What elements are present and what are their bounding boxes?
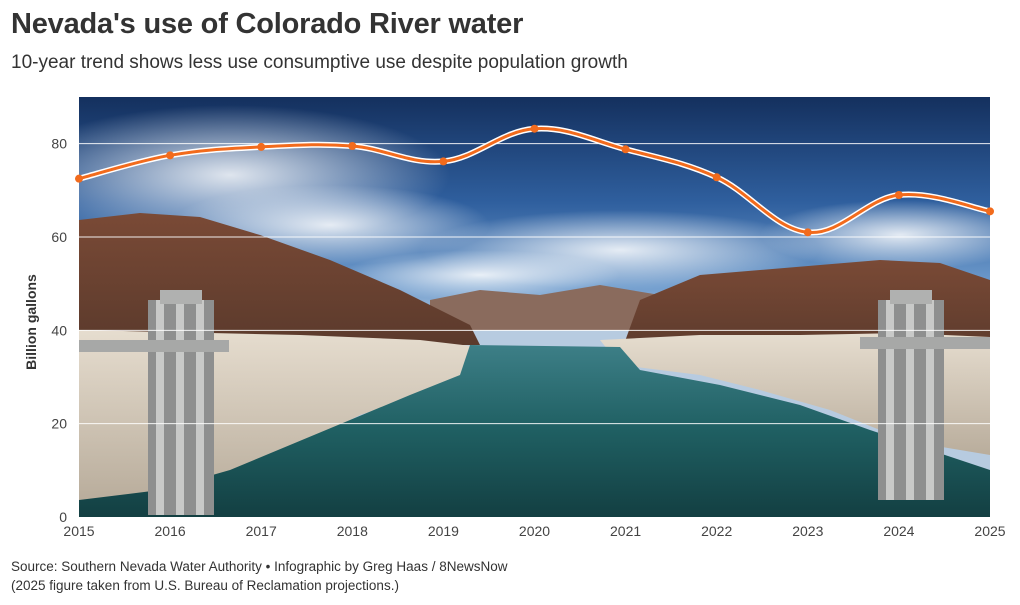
x-tick-label: 2018 bbox=[337, 523, 368, 539]
y-axis: 0 20 40 60 80 bbox=[51, 136, 67, 525]
data-point[interactable] bbox=[621, 145, 630, 154]
x-axis: 2015 2016 2017 2018 2019 2020 2021 2022 2023 2024… bbox=[63, 523, 1005, 539]
footer: Source: Southern Nevada Water Authority … bbox=[11, 557, 507, 595]
y-tick-label: 60 bbox=[51, 229, 67, 245]
background-photo bbox=[79, 97, 990, 517]
y-tick-label: 40 bbox=[51, 322, 67, 338]
y-tick-label: 0 bbox=[59, 509, 67, 525]
x-tick-label: 2019 bbox=[428, 523, 459, 539]
data-point[interactable] bbox=[439, 157, 448, 166]
x-tick-label: 2020 bbox=[519, 523, 550, 539]
x-tick-label: 2021 bbox=[610, 523, 641, 539]
data-point[interactable] bbox=[803, 228, 812, 237]
gridlines bbox=[79, 143, 990, 425]
data-point[interactable] bbox=[75, 174, 83, 183]
x-tick-label: 2024 bbox=[883, 523, 914, 539]
data-point[interactable] bbox=[530, 124, 539, 133]
y-axis-label: Billion gallons bbox=[23, 274, 39, 370]
chart-title: Nevada's use of Colorado River water bbox=[11, 8, 524, 40]
data-point[interactable] bbox=[348, 142, 357, 150]
data-point[interactable] bbox=[986, 207, 994, 216]
x-tick-label: 2015 bbox=[63, 523, 94, 539]
y-tick-label: 20 bbox=[51, 416, 67, 432]
source-note: Source: Southern Nevada Water Authority … bbox=[11, 559, 508, 574]
data-point[interactable] bbox=[166, 151, 175, 160]
data-point[interactable] bbox=[257, 142, 266, 151]
y-tick-label: 80 bbox=[51, 136, 67, 152]
x-tick-label: 2023 bbox=[792, 523, 823, 539]
x-tick-label: 2025 bbox=[974, 523, 1005, 539]
data-point[interactable] bbox=[894, 191, 903, 199]
projection-note: (2025 figure taken from U.S. Bureau of R… bbox=[11, 578, 399, 593]
x-tick-label: 2022 bbox=[701, 523, 732, 539]
x-tick-label: 2016 bbox=[155, 523, 186, 539]
chart-subtitle: 10-year trend shows less use consumptive… bbox=[11, 52, 628, 73]
data-point[interactable] bbox=[712, 173, 721, 182]
intake-tower-right bbox=[860, 290, 990, 500]
data-points bbox=[75, 124, 994, 237]
x-tick-label: 2017 bbox=[246, 523, 277, 539]
intake-tower-left bbox=[79, 290, 229, 515]
